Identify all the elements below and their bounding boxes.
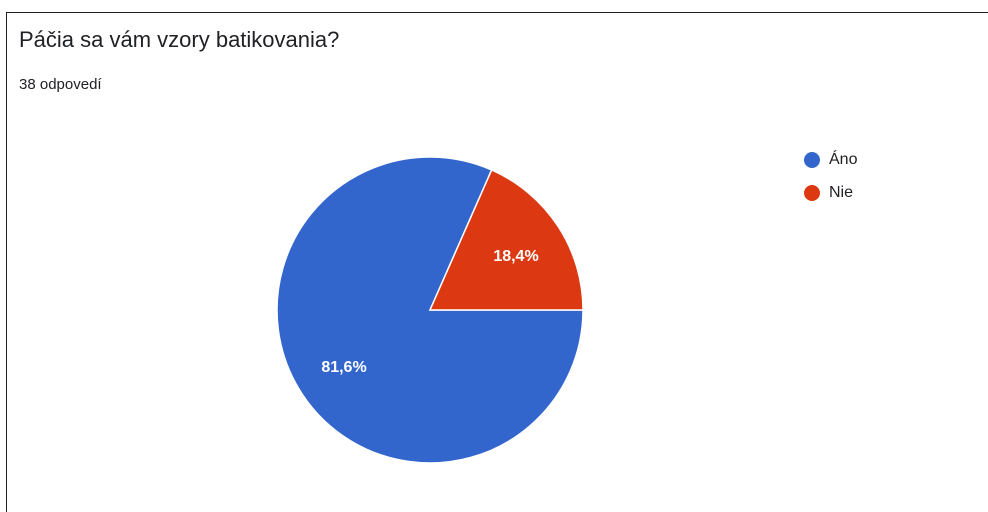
question-title: Páčia sa vám vzory batikovania? xyxy=(19,27,340,52)
legend-item-nie[interactable]: Nie xyxy=(804,176,857,209)
legend-item-ano[interactable]: Áno xyxy=(804,143,857,176)
pie-slice-nie[interactable] xyxy=(428,168,584,311)
legend-label-ano: Áno xyxy=(829,150,858,168)
pie-label-ano: 81,6% xyxy=(321,359,366,376)
response-count: 38 odpovedí xyxy=(19,76,102,93)
legend-swatch-ano xyxy=(804,151,820,168)
legend-swatch-nie xyxy=(804,184,820,201)
pie-label-nie: 18,4% xyxy=(493,248,538,265)
chart-legend: Áno Nie xyxy=(804,143,857,209)
pie-chart: 81,6% 18,4% xyxy=(276,156,584,464)
legend-label-nie: Nie xyxy=(829,183,854,201)
